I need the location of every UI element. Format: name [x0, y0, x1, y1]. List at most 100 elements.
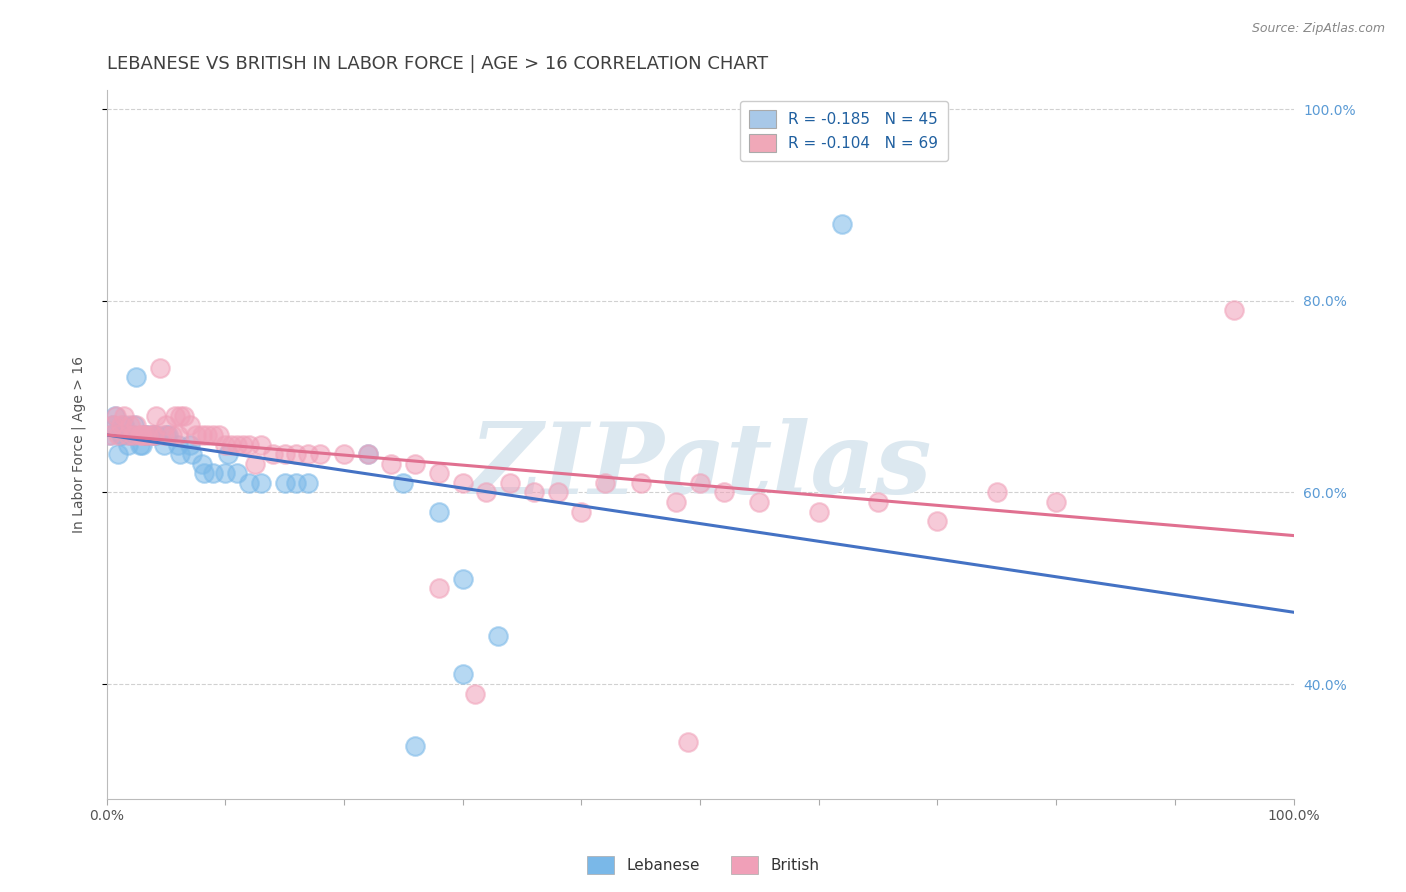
Text: Source: ZipAtlas.com: Source: ZipAtlas.com — [1251, 22, 1385, 36]
Point — [104, 409, 127, 423]
Point — [427, 467, 450, 481]
Point — [238, 437, 260, 451]
Point — [145, 428, 167, 442]
Point — [451, 475, 474, 490]
Point — [125, 418, 148, 433]
Point — [250, 437, 273, 451]
Point — [98, 428, 121, 442]
Point — [120, 428, 142, 442]
Point — [165, 409, 187, 423]
Point — [120, 418, 142, 433]
Point — [143, 428, 166, 442]
Point — [134, 428, 156, 442]
Point — [98, 428, 121, 442]
Point — [202, 467, 225, 481]
Point — [169, 447, 191, 461]
Point — [157, 428, 180, 442]
Point — [190, 428, 212, 442]
Point — [122, 418, 145, 433]
Point — [179, 437, 201, 451]
Point — [214, 437, 236, 451]
Point — [117, 428, 139, 442]
Point — [155, 428, 177, 442]
Point — [927, 514, 949, 528]
Point — [523, 485, 546, 500]
Point — [155, 418, 177, 433]
Point — [357, 447, 380, 461]
Point — [152, 437, 174, 451]
Point — [232, 437, 254, 451]
Point — [136, 428, 159, 442]
Point — [141, 428, 163, 442]
Point — [404, 457, 426, 471]
Point — [226, 467, 249, 481]
Point — [112, 409, 135, 423]
Point — [110, 428, 132, 442]
Point — [125, 370, 148, 384]
Point — [184, 428, 207, 442]
Point — [128, 437, 150, 451]
Point — [427, 581, 450, 595]
Point — [463, 687, 485, 701]
Point — [273, 447, 295, 461]
Point — [226, 437, 249, 451]
Point — [392, 475, 415, 490]
Legend: R = -0.185   N = 45, R = -0.104   N = 69: R = -0.185 N = 45, R = -0.104 N = 69 — [740, 101, 948, 161]
Point — [217, 447, 239, 461]
Point — [145, 409, 167, 423]
Point — [427, 505, 450, 519]
Point — [160, 428, 183, 442]
Point — [297, 475, 319, 490]
Point — [110, 418, 132, 433]
Point — [333, 447, 356, 461]
Point — [475, 485, 498, 500]
Point — [451, 572, 474, 586]
Point — [121, 428, 143, 442]
Point — [197, 428, 219, 442]
Point — [1223, 303, 1246, 318]
Point — [250, 475, 273, 490]
Point — [111, 428, 134, 442]
Point — [131, 428, 153, 442]
Point — [297, 447, 319, 461]
Point — [202, 428, 225, 442]
Legend: Lebanese, British: Lebanese, British — [581, 850, 825, 880]
Point — [131, 437, 153, 451]
Point — [569, 505, 592, 519]
Point — [141, 428, 163, 442]
Text: LEBANESE VS BRITISH IN LABOR FORCE | AGE > 16 CORRELATION CHART: LEBANESE VS BRITISH IN LABOR FORCE | AGE… — [107, 55, 768, 73]
Point — [101, 418, 124, 433]
Point — [190, 457, 212, 471]
Point — [135, 428, 157, 442]
Point — [285, 447, 308, 461]
Point — [593, 475, 616, 490]
Point — [121, 428, 143, 442]
Point — [262, 447, 284, 461]
Point — [547, 485, 569, 500]
Point — [273, 475, 295, 490]
Point — [152, 428, 174, 442]
Point — [107, 447, 129, 461]
Point — [149, 360, 172, 375]
Point — [128, 428, 150, 442]
Point — [208, 428, 231, 442]
Point — [169, 409, 191, 423]
Point — [285, 475, 308, 490]
Point — [143, 428, 166, 442]
Point — [380, 457, 402, 471]
Point — [101, 418, 124, 433]
Point — [166, 428, 188, 442]
Point — [357, 447, 380, 461]
Text: ZIPatlas: ZIPatlas — [468, 417, 931, 514]
Point — [451, 667, 474, 681]
Point — [831, 217, 853, 231]
Point — [486, 629, 509, 643]
Point — [179, 418, 201, 433]
Point — [117, 437, 139, 451]
Point — [105, 409, 128, 423]
Point — [1045, 495, 1067, 509]
Point — [499, 475, 522, 490]
Point — [309, 447, 332, 461]
Point — [868, 495, 890, 509]
Point — [181, 447, 204, 461]
